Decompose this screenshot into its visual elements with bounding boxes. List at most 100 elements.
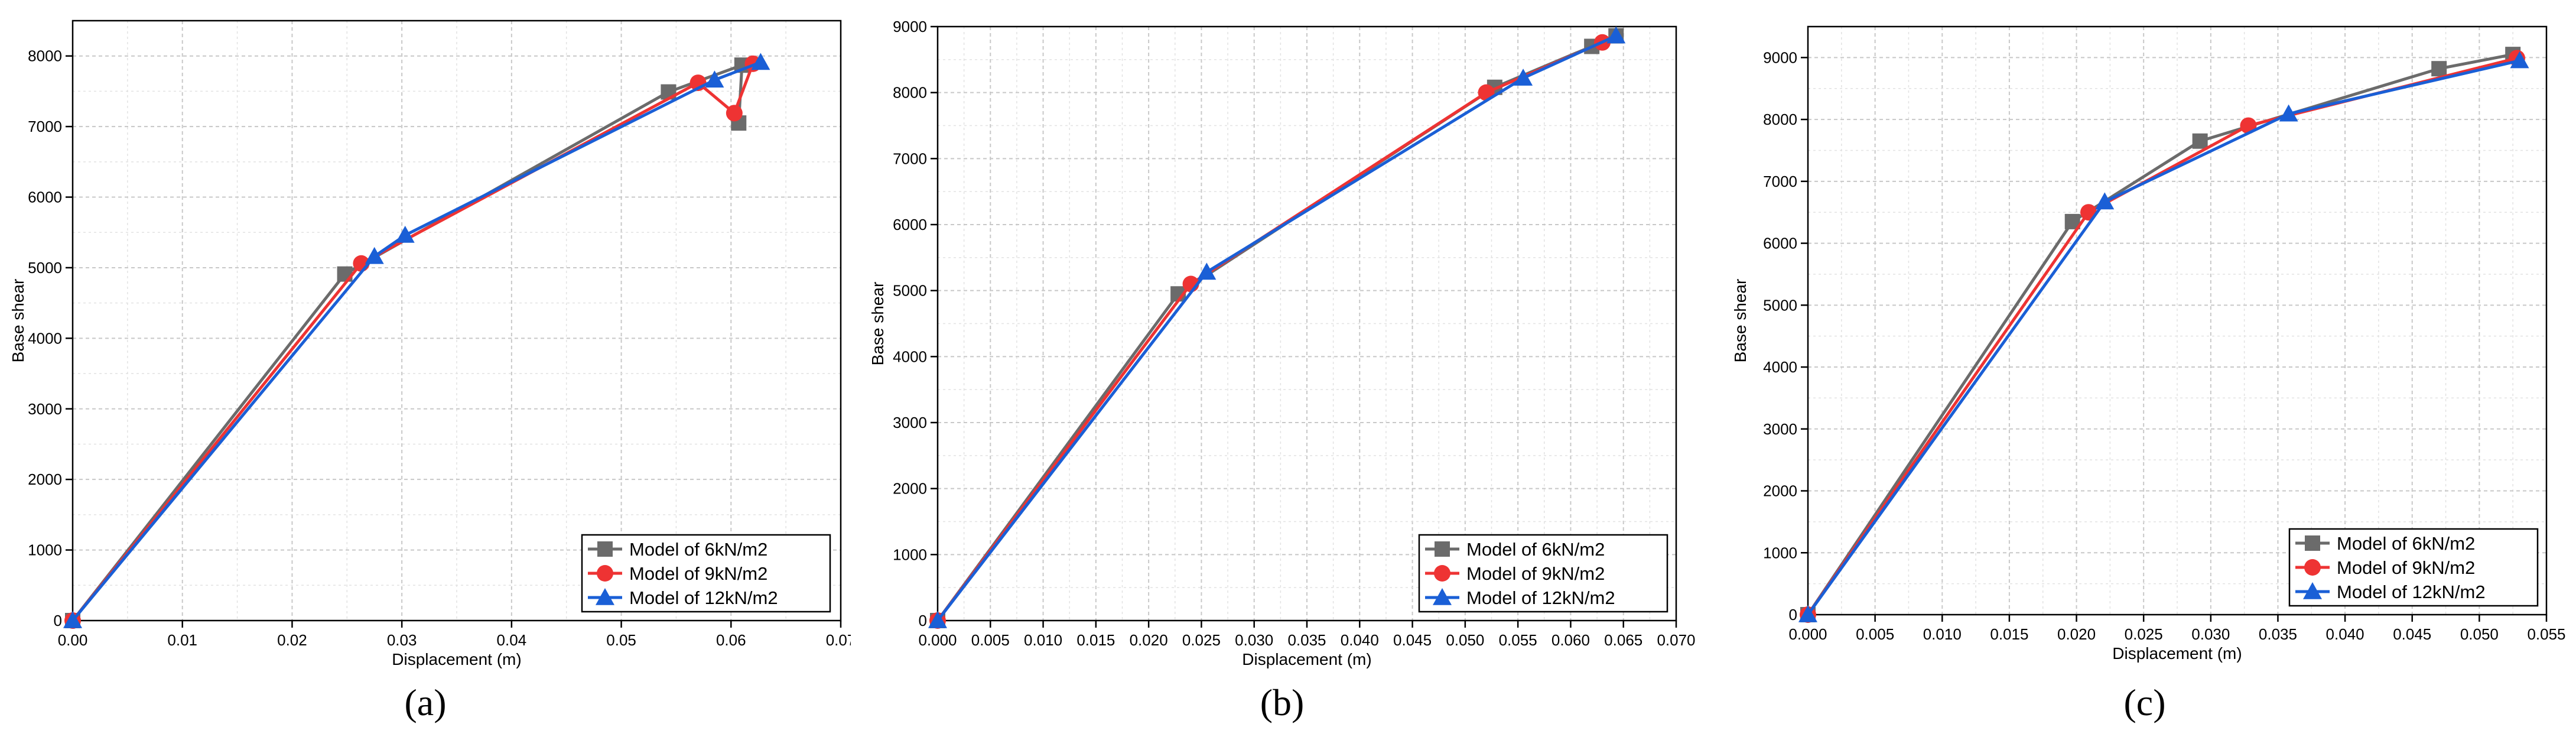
y-axis-title: Base shear bbox=[9, 279, 27, 363]
data-point bbox=[928, 611, 947, 628]
grid bbox=[72, 21, 841, 621]
x-tick-label: 0.040 bbox=[1341, 631, 1379, 649]
data-point bbox=[705, 70, 724, 88]
grid bbox=[1807, 27, 2547, 615]
x-tick-label: 0.060 bbox=[1552, 631, 1590, 649]
x-tick-label: 0.040 bbox=[2326, 625, 2364, 643]
data-point bbox=[726, 105, 743, 122]
series-line bbox=[936, 34, 1617, 622]
x-tick-label: 0.020 bbox=[1130, 631, 1168, 649]
chart-a: 0.00 0.01 0.02 0.03 0.04 0.05 0.06 0.07 0 1000 200… bbox=[9, 20, 851, 723]
x-tick-label: 0.000 bbox=[918, 631, 957, 649]
x-tick-label: 0.06 bbox=[716, 631, 746, 649]
y-tick-label: 8000 bbox=[893, 84, 927, 102]
legend-label: Model of 6kN/m2 bbox=[2337, 533, 2475, 554]
y-tick-label: 4000 bbox=[893, 348, 927, 365]
data-point bbox=[2510, 51, 2529, 69]
y-axis-title: Base shear bbox=[1731, 279, 1749, 363]
x-axis-title: Displacement (m) bbox=[1242, 650, 1371, 668]
y-tick-label: 3000 bbox=[1763, 420, 1797, 438]
legend: Model of 6kN/m2 Model of 9kN/m2 Model of 1… bbox=[581, 534, 831, 613]
ticks: 0.00 0.01 0.02 0.03 0.04 0.05 0.06 0.07 0 1000 200… bbox=[28, 47, 851, 649]
x-tick-label: 0.02 bbox=[277, 631, 307, 649]
legend-marker bbox=[597, 565, 613, 582]
data-point bbox=[2095, 192, 2115, 210]
legend-box bbox=[2288, 528, 2539, 607]
y-tick-label: 9000 bbox=[893, 18, 927, 35]
legend: Model of 6kN/m2 Model of 9kN/m2 Model of 1… bbox=[2288, 528, 2539, 607]
x-tick-label: 0.015 bbox=[1076, 631, 1115, 649]
y-tick-label: 7000 bbox=[893, 150, 927, 167]
figure-caption: (c) bbox=[2123, 681, 2165, 723]
figure-caption: (b) bbox=[1260, 681, 1305, 723]
y-tick-label: 6000 bbox=[28, 189, 62, 206]
y-tick-label: 0 bbox=[1789, 606, 1797, 624]
plot-frame bbox=[71, 20, 842, 622]
x-tick-label: 0.04 bbox=[497, 631, 527, 649]
x-tick-label: 0.005 bbox=[971, 631, 1010, 649]
x-tick-label: 0.055 bbox=[1499, 631, 1537, 649]
x-tick-label: 0.035 bbox=[1287, 631, 1326, 649]
x-tick-label: 0.045 bbox=[1393, 631, 1432, 649]
legend-marker bbox=[2304, 559, 2321, 576]
legend-box bbox=[581, 534, 831, 613]
legend-label: Model of 9kN/m2 bbox=[1466, 563, 1605, 584]
y-tick-label: 6000 bbox=[893, 216, 927, 233]
x-axis-title: Displacement (m) bbox=[392, 650, 521, 668]
data-point bbox=[395, 226, 415, 243]
x-tick-label: 0.050 bbox=[1446, 631, 1484, 649]
data-point bbox=[365, 246, 384, 264]
y-tick-label: 4000 bbox=[1763, 358, 1797, 376]
y-tick-label: 3000 bbox=[28, 400, 62, 418]
series-triangle bbox=[928, 26, 1626, 628]
chart-panel-b: 0.000 0.005 0.010 0.015 0.020 0.025 0.030 0.035… bbox=[851, 0, 1713, 737]
data-point bbox=[1197, 262, 1217, 280]
x-tick-label: 0.020 bbox=[2057, 625, 2096, 643]
series-line bbox=[936, 34, 1617, 622]
y-axis-title: Base shear bbox=[869, 282, 887, 366]
x-tick-label: 0.03 bbox=[387, 631, 417, 649]
data-point bbox=[751, 53, 770, 70]
legend-label: Model of 9kN/m2 bbox=[2337, 557, 2475, 578]
chart-panel-c: 0.000 0.005 0.010 0.015 0.020 0.025 0.030 0.035… bbox=[1713, 0, 2576, 737]
y-tick-label: 5000 bbox=[1763, 296, 1797, 314]
x-tick-label: 0.025 bbox=[1182, 631, 1221, 649]
x-tick-label: 0.010 bbox=[1024, 631, 1062, 649]
x-tick-label: 0.000 bbox=[1788, 625, 1827, 643]
x-axis-title: Displacement (m) bbox=[2112, 644, 2242, 663]
x-tick-label: 0.07 bbox=[826, 631, 851, 649]
y-tick-label: 7000 bbox=[28, 118, 62, 135]
data-point bbox=[63, 611, 82, 628]
x-tick-label: 0.015 bbox=[1990, 625, 2028, 643]
chart-panel-a: 0.00 0.01 0.02 0.03 0.04 0.05 0.06 0.07 0 1000 200… bbox=[0, 0, 851, 737]
y-tick-label: 6000 bbox=[1763, 235, 1797, 252]
legend-label: Model of 12kN/m2 bbox=[629, 587, 778, 608]
x-tick-label: 0.065 bbox=[1604, 631, 1642, 649]
data-point bbox=[2431, 61, 2447, 77]
series-triangle bbox=[1798, 51, 2529, 622]
y-tick-label: 5000 bbox=[28, 259, 62, 277]
legend-label: Model of 6kN/m2 bbox=[1466, 539, 1605, 560]
ticks: 0.000 0.005 0.010 0.015 0.020 0.025 0.030 0.035… bbox=[893, 18, 1695, 649]
data-point bbox=[1606, 26, 1626, 44]
legend-marker bbox=[1433, 588, 1452, 605]
legend-label: Model of 9kN/m2 bbox=[629, 563, 767, 584]
x-tick-label: 0.01 bbox=[167, 631, 197, 649]
y-tick-label: 1000 bbox=[893, 546, 927, 563]
grid bbox=[937, 26, 1677, 621]
legend-marker bbox=[2303, 582, 2322, 599]
legend: Model of 6kN/m2 Model of 9kN/m2 Model of 1… bbox=[1418, 534, 1668, 613]
legend-box bbox=[1418, 534, 1668, 613]
x-tick-label: 0.035 bbox=[2259, 625, 2297, 643]
y-tick-label: 4000 bbox=[28, 329, 62, 347]
legend-marker bbox=[2305, 535, 2320, 551]
x-tick-label: 0.030 bbox=[2191, 625, 2230, 643]
y-tick-label: 0 bbox=[54, 612, 62, 629]
y-tick-label: 1000 bbox=[28, 541, 62, 559]
data-point bbox=[1798, 605, 1817, 622]
x-tick-label: 0.050 bbox=[2460, 625, 2499, 643]
series-triangle bbox=[63, 53, 770, 628]
plot-frame bbox=[1807, 25, 2548, 616]
x-tick-label: 0.025 bbox=[2125, 625, 2163, 643]
x-tick-label: 0.005 bbox=[1856, 625, 1894, 643]
